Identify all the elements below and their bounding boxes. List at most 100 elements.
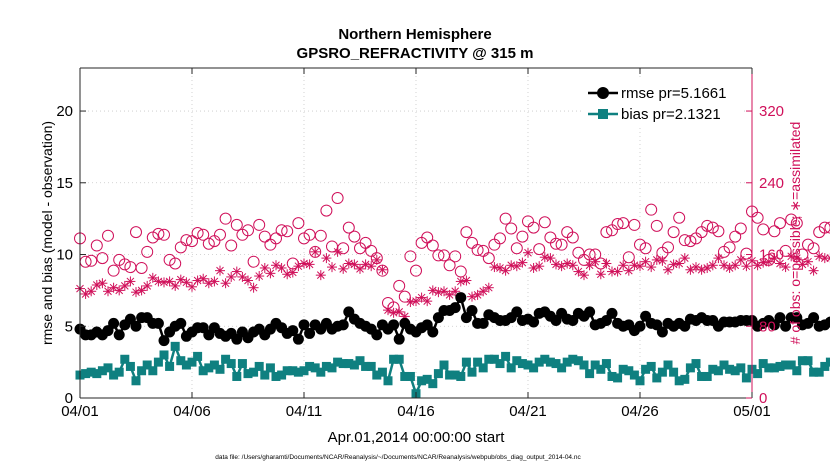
- x-tick-label: 04/06: [173, 403, 211, 420]
- bias-point: [232, 372, 241, 381]
- assimilated-obs-marker: [310, 247, 320, 257]
- bias-point: [406, 372, 415, 381]
- assimilated-obs-marker: [142, 281, 152, 291]
- assimilated-obs-marker: [422, 296, 432, 306]
- y-tick-label: 10: [56, 247, 73, 264]
- bias-point: [753, 369, 762, 378]
- assimilated-obs-marker: [305, 259, 315, 269]
- bias-point: [171, 342, 180, 351]
- bias-point: [440, 361, 449, 370]
- assimilated-obs-marker: [125, 276, 135, 286]
- bias-point: [148, 366, 157, 375]
- bias-point: [468, 368, 477, 377]
- y-axis-label: rmse and bias (model - observation): [39, 121, 55, 345]
- bias-point: [804, 356, 813, 365]
- assimilated-obs-marker: [355, 264, 365, 274]
- assimilated-obs-marker: [254, 271, 264, 281]
- rmse-point: [455, 292, 466, 303]
- legend-bias-marker: [598, 109, 608, 119]
- possible-obs-marker: [758, 224, 769, 235]
- rmse-point: [371, 329, 382, 340]
- assimilated-obs-marker: [657, 256, 667, 266]
- assimilated-obs-marker: [809, 266, 819, 276]
- assimilated-obs-marker: [596, 269, 606, 279]
- assimilated-obs-marker: [461, 276, 471, 286]
- assimilated-obs-marker: [215, 266, 225, 276]
- assimilated-obs-marker: [377, 265, 387, 275]
- assimilated-obs-marker: [534, 261, 544, 271]
- legend-bias-label: bias pr=2.1321: [621, 106, 721, 123]
- rmse-point: [108, 318, 119, 329]
- chart-title: Northern Hemisphere: [338, 26, 491, 43]
- rmse-point: [635, 321, 646, 332]
- assimilated-obs-marker: [265, 268, 275, 278]
- chart-subtitle: GPSRO_REFRACTIVITY @ 315 m: [297, 45, 534, 62]
- assimilated-obs-marker: [243, 276, 253, 286]
- assimilated-obs-marker: [708, 260, 718, 270]
- y-tick-label: 5: [65, 318, 73, 335]
- bias-point: [165, 362, 174, 371]
- bias-point: [826, 358, 830, 367]
- bias-point: [792, 366, 801, 375]
- bias-point: [160, 350, 169, 359]
- bias-point: [126, 362, 135, 371]
- y2-tick-label: 160: [759, 247, 784, 264]
- assimilated-obs-marker: [165, 276, 175, 286]
- bias-point: [636, 376, 645, 385]
- bias-point: [613, 373, 622, 382]
- possible-obs-marker: [769, 226, 780, 237]
- assimilated-obs-marker: [523, 248, 533, 258]
- rmse-point: [338, 319, 349, 330]
- assimilated-obs-marker: [321, 253, 331, 263]
- y-tick-label: 20: [56, 103, 73, 120]
- bias-point: [585, 369, 594, 378]
- bias-point: [378, 368, 387, 377]
- legend-rmse-label: rmse pr=5.1661: [621, 85, 726, 102]
- assimilated-obs-marker: [120, 281, 130, 291]
- rmse-point: [394, 334, 405, 345]
- y2-axis-label: # of obs: o=possible; ∗=assimilated: [787, 122, 803, 345]
- assimilated-obs-marker: [249, 283, 259, 293]
- assimilated-obs-marker: [680, 253, 690, 263]
- bias-point: [580, 361, 589, 370]
- assimilated-obs-marker: [333, 247, 343, 257]
- assimilated-obs-marker: [601, 258, 611, 268]
- assimilated-obs-marker: [646, 262, 656, 272]
- rmse-point: [584, 306, 595, 317]
- possible-obs-marker: [775, 218, 786, 229]
- legend: rmse pr=5.1661 bias pr=2.1321: [584, 79, 742, 127]
- assimilated-obs-marker: [209, 276, 219, 286]
- bias-point: [367, 362, 376, 371]
- rmse-point: [467, 305, 478, 316]
- assimilated-obs-marker: [137, 285, 147, 295]
- possible-obs-marker: [752, 212, 763, 223]
- assimilated-obs-marker: [579, 270, 589, 280]
- bias-point: [479, 363, 488, 372]
- assimilated-obs-marker: [181, 277, 191, 287]
- bias-point: [434, 369, 443, 378]
- bias-point: [255, 362, 264, 371]
- bias-point: [216, 365, 225, 374]
- y2-tick-label: 0: [759, 390, 767, 407]
- rmse-point: [607, 308, 618, 319]
- bias-point: [428, 379, 437, 388]
- y2-tick-label: 240: [759, 175, 784, 192]
- bias-point: [647, 362, 656, 371]
- assimilated-obs-marker: [484, 283, 494, 293]
- x-tick-label: 04/16: [397, 403, 435, 420]
- bias-point: [456, 372, 465, 381]
- assimilated-obs-marker: [590, 257, 600, 267]
- x-tick-label: 04/11: [286, 403, 322, 420]
- rmse-point: [293, 334, 304, 345]
- x-axis-label: Apr.01,2014 00:00:00 start: [328, 429, 506, 446]
- data-file-footnote: data file: /Users/gharamti/Documents/NCA…: [215, 454, 581, 461]
- rmse-point: [427, 327, 438, 338]
- bias-point: [193, 352, 202, 361]
- bias-point: [692, 359, 701, 368]
- bias-point: [669, 368, 678, 377]
- assimilated-obs-marker: [327, 262, 337, 272]
- bias-point: [227, 359, 236, 368]
- rmse-point: [153, 318, 164, 329]
- bias-point: [132, 376, 141, 385]
